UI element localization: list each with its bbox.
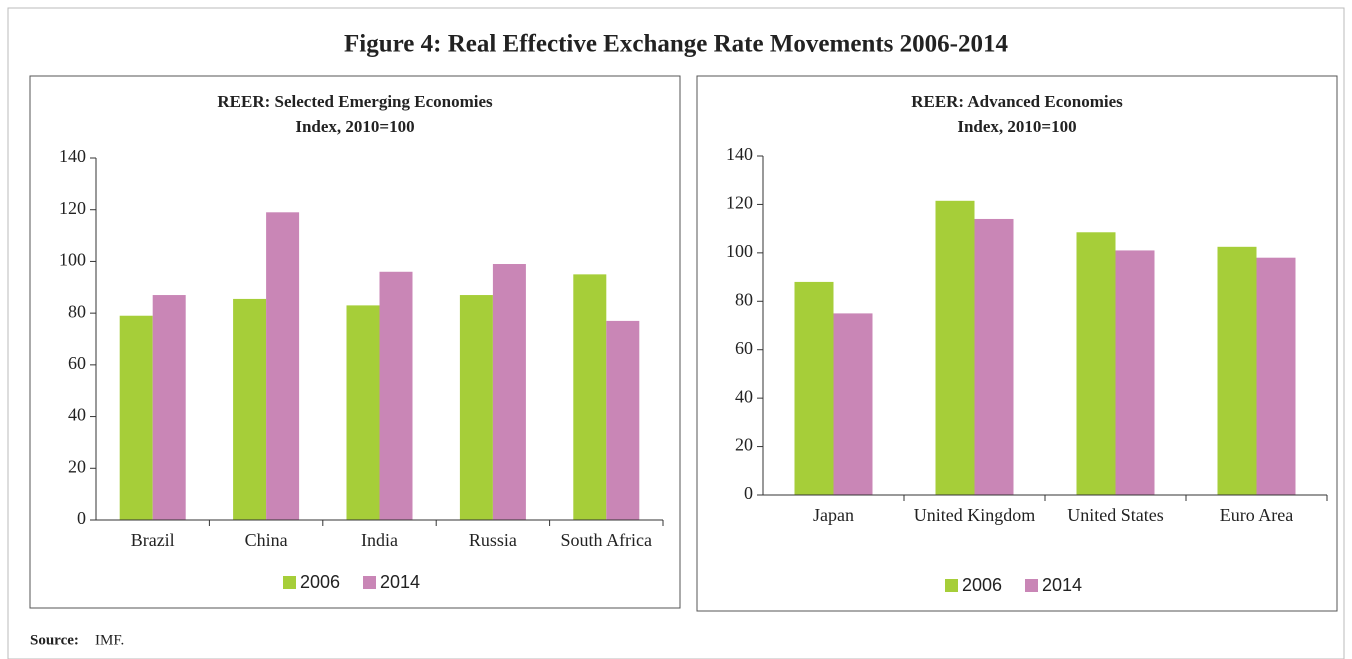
bar [1256, 257, 1296, 495]
bar [573, 274, 607, 520]
bar [459, 295, 493, 520]
source-label: Source: [30, 632, 79, 648]
panel-border [29, 75, 681, 609]
bar [794, 281, 834, 495]
chart-subtitle: Index, 2010=100 [295, 117, 414, 136]
y-tick-label: 100 [726, 241, 753, 261]
bar [1115, 250, 1155, 495]
bar [233, 298, 267, 520]
legend-label: 2014 [380, 572, 420, 592]
bar [606, 320, 640, 520]
y-tick-label: 120 [59, 198, 86, 218]
x-tick-label: Japan [813, 505, 854, 525]
bar [492, 264, 526, 520]
y-tick-label: 100 [59, 250, 86, 270]
bar [266, 212, 300, 521]
page-border [7, 7, 1345, 659]
x-tick-label: United States [1067, 505, 1164, 525]
chart-title: REER: Selected Emerging Economies [217, 92, 493, 111]
source-text: IMF. [95, 632, 124, 648]
bar [935, 200, 975, 495]
legend-label: 2006 [962, 575, 1002, 595]
bar [1076, 232, 1116, 495]
y-tick-label: 60 [735, 338, 753, 358]
bar [833, 313, 873, 495]
bar [119, 315, 153, 520]
x-tick-label: China [245, 530, 288, 550]
x-tick-label: South Africa [561, 530, 653, 550]
chart-title: REER: Advanced Economies [911, 92, 1123, 111]
chart-subtitle: Index, 2010=100 [957, 117, 1076, 136]
bar [152, 295, 186, 520]
y-tick-label: 40 [68, 405, 86, 425]
legend-label: 2006 [300, 572, 340, 592]
legend-label: 2014 [1042, 575, 1082, 595]
x-tick-label: India [361, 530, 398, 550]
figure-title: Figure 4: Real Effective Exchange Rate M… [344, 31, 1008, 58]
bar [974, 218, 1014, 495]
x-tick-label: United Kingdom [914, 505, 1036, 525]
y-tick-label: 0 [744, 483, 753, 503]
x-tick-label: Brazil [131, 530, 175, 550]
legend-swatch [283, 576, 296, 589]
y-tick-label: 120 [726, 193, 753, 213]
bar [346, 305, 380, 520]
legend-swatch [945, 579, 958, 592]
legend-swatch [363, 576, 376, 589]
bar [1217, 246, 1257, 495]
y-tick-label: 20 [735, 435, 753, 455]
bar [379, 271, 413, 520]
y-tick-label: 60 [68, 353, 86, 373]
y-tick-label: 0 [77, 508, 86, 528]
x-tick-label: Euro Area [1220, 505, 1293, 525]
y-tick-label: 80 [68, 301, 86, 321]
y-tick-label: 20 [68, 456, 86, 476]
panel-border [696, 75, 1338, 612]
x-tick-label: Russia [469, 530, 517, 550]
y-tick-label: 80 [735, 289, 753, 309]
y-tick-label: 40 [735, 386, 753, 406]
y-tick-label: 140 [726, 144, 753, 164]
y-tick-label: 140 [59, 146, 86, 166]
legend-swatch [1025, 579, 1038, 592]
